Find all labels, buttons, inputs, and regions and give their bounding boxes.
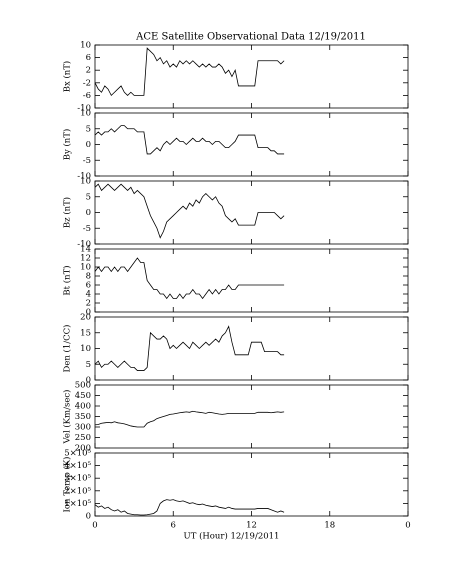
y-tick-label: 350 [75,412,91,422]
y-tick-label: 10 [80,263,91,273]
y-axis-label: Vel (Km/sec) [62,390,73,445]
panel-frame [94,248,409,313]
y-tick-label: -5 [83,156,91,166]
y-axis-label: Bz (nT) [62,197,73,228]
y-tick-label: 2 [86,299,91,309]
y-tick-label: 0 [86,208,91,218]
y-tick-label: 4×10⁵ [64,461,91,471]
y-tick-label: 300 [75,423,91,433]
y-tick-label: 10 [80,344,91,354]
y-tick-label: 15 [80,328,91,338]
y-tick-label: 0 [86,140,91,150]
y-tick-label: 12 [80,254,91,264]
y-tick-label: -6 [83,91,91,101]
y-tick-label: 2 [86,66,91,76]
panel-frame [94,112,409,177]
data-line [94,325,285,371]
data-line [94,125,285,155]
y-tick-label: 10 [80,41,91,51]
data-line [94,47,285,97]
y-tick-label: 5 [86,192,91,202]
y-tick-label: 6 [86,53,91,63]
x-axis-label: UT (Hour) 12/19/2011 [184,531,280,542]
y-tick-label: 4 [86,290,91,300]
y-tick-label: 5×10⁵ [64,449,91,459]
y-tick-label: -10 [77,104,91,114]
panel-frame [94,180,409,245]
panel-frame [94,452,409,517]
y-tick-label: -10 [77,240,91,250]
data-line [94,257,285,300]
x-tick-label: 0 [92,521,97,531]
x-tick-label: 12 [246,521,257,531]
y-tick-label: 1×10⁵ [64,499,91,509]
y-tick-label: 0 [86,376,91,386]
y-axis-label: By (nT) [62,129,73,161]
y-tick-label: 450 [75,391,91,401]
y-axis-label: Den (1/CC) [62,325,73,373]
data-line [94,499,285,516]
y-tick-label: 14 [80,245,91,255]
y-tick-label: -5 [83,224,91,234]
y-tick-label: 2×10⁵ [64,486,91,496]
x-tick-label: 18 [324,521,335,531]
data-line [94,183,285,239]
y-tick-label: 10 [80,177,91,187]
panel-frame [94,44,409,109]
y-axis-label: Bt (nT) [62,265,73,295]
panel-frame [94,384,409,449]
y-tick-label: 500 [75,381,91,391]
y-axis-label: Bx (nT) [62,61,73,93]
y-tick-label: 6 [86,281,91,291]
y-tick-label: 5 [86,360,91,370]
y-axis-label: Ion Temp (K) [62,457,73,513]
y-tick-label: 200 [75,444,91,454]
x-tick-label: 0 [405,521,410,531]
y-tick-label: 0 [86,308,91,318]
x-tick-label: 6 [171,521,176,531]
chart-title: ACE Satellite Observational Data 12/19/2… [135,32,366,43]
y-tick-label: 10 [80,109,91,119]
y-tick-label: 8 [86,272,91,282]
y-tick-label: -2 [83,78,91,88]
y-tick-label: 250 [75,433,91,443]
y-tick-label: 5 [86,124,91,134]
y-tick-label: 400 [75,402,91,412]
y-tick-label: -10 [77,172,91,182]
y-tick-label: 3×10⁵ [64,474,91,484]
y-tick-label: 20 [80,313,91,323]
y-tick-label: 0 [86,512,91,522]
data-line [94,410,285,428]
